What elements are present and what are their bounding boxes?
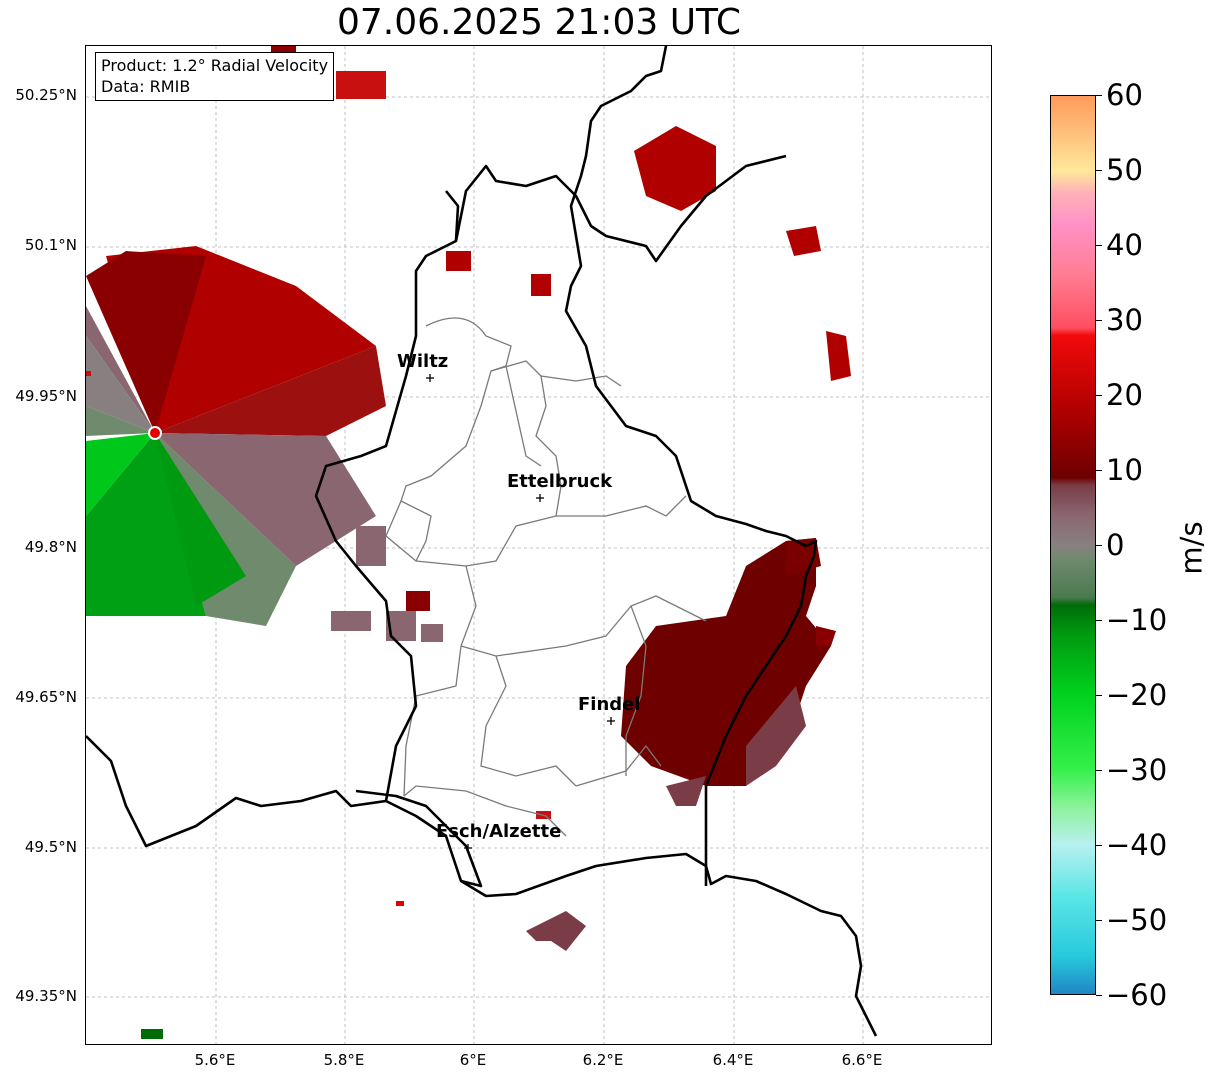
map-canvas [86,46,991,1044]
radar-echo-fringe [331,526,443,642]
storm-cell-northeast [634,126,851,381]
colorbar-tick-label: 40 [1106,228,1143,262]
city-label-esch-alzette: Esch/Alzette [436,821,562,842]
lon-tick-label: 6.4°E [712,1051,754,1069]
city-label-findel: Findel [578,694,641,715]
lon-tick-label: 6.6°E [841,1051,883,1069]
colorbar-tick-label: −10 [1106,603,1168,637]
map-title: 07.06.2025 21:03 UTC [336,2,742,43]
colorbar-tick-label: −30 [1106,753,1168,787]
small-echoes-south [141,811,586,1039]
lon-tick-label: 5.8°E [323,1051,365,1069]
colorbar-tick-mark [1096,995,1102,996]
info-box: Product: 1.2° Radial Velocity Data: RMIB [95,52,335,101]
lat-tick-label: 50.1°N [24,236,77,254]
colorbar-tick-mark [1096,845,1102,846]
colorbar-tick-mark [1096,95,1102,96]
colorbar [1050,95,1096,995]
city-markers [426,374,615,852]
lon-tick-label: 5.6°E [194,1051,236,1069]
colorbar-tick-mark [1096,920,1102,921]
radar-echo-west [86,246,386,626]
colorbar-tick-mark [1096,545,1102,546]
colorbar-tick-mark [1096,470,1102,471]
colorbar-tick-label: 30 [1106,303,1143,337]
lat-tick-label: 49.8°N [24,538,77,556]
colorbar-unit-label: m/s [1174,521,1207,575]
colorbar-tick-label: 60 [1106,78,1143,112]
colorbar-tick-mark [1096,620,1102,621]
lat-tick-label: 49.65°N [15,688,77,706]
lon-tick-label: 6.2°E [582,1051,624,1069]
city-label-wiltz: Wiltz [397,351,449,372]
colorbar-tick-mark [1096,695,1102,696]
colorbar-tick-label: 0 [1106,528,1125,562]
colorbar-tick-mark [1096,320,1102,321]
colorbar-tick-label: −20 [1106,678,1168,712]
radar-echo-speckle [86,46,551,611]
radar-site-marker [148,426,162,440]
lon-tick-label: 6°E [459,1051,487,1069]
lat-tick-label: 49.95°N [15,387,77,405]
city-label-ettelbruck: Ettelbruck [507,471,613,492]
colorbar-tick-label: 20 [1106,378,1143,412]
colorbar-tick-label: −40 [1106,828,1168,862]
storm-cell-southeast [621,538,836,806]
product-label: Product: 1.2° Radial Velocity [101,56,329,75]
colorbar-tick-label: −60 [1106,978,1168,1012]
data-source-label: Data: RMIB [101,77,191,96]
national-borders [86,46,878,1037]
colorbar-tick-mark [1096,170,1102,171]
colorbar-tick-label: −50 [1106,903,1168,937]
colorbar-tick-mark [1096,395,1102,396]
colorbar-tick-label: 10 [1106,453,1143,487]
map-panel[interactable]: Wiltz Ettelbruck Findel Esch/Alzette Pro… [85,45,992,1045]
lat-tick-label: 49.35°N [15,987,77,1005]
lat-tick-label: 49.5°N [24,838,77,856]
colorbar-tick-mark [1096,245,1102,246]
colorbar-tick-mark [1096,770,1102,771]
colorbar-tick-label: 50 [1106,153,1143,187]
lat-tick-label: 50.25°N [15,86,77,104]
canton-boundaries [385,317,707,837]
